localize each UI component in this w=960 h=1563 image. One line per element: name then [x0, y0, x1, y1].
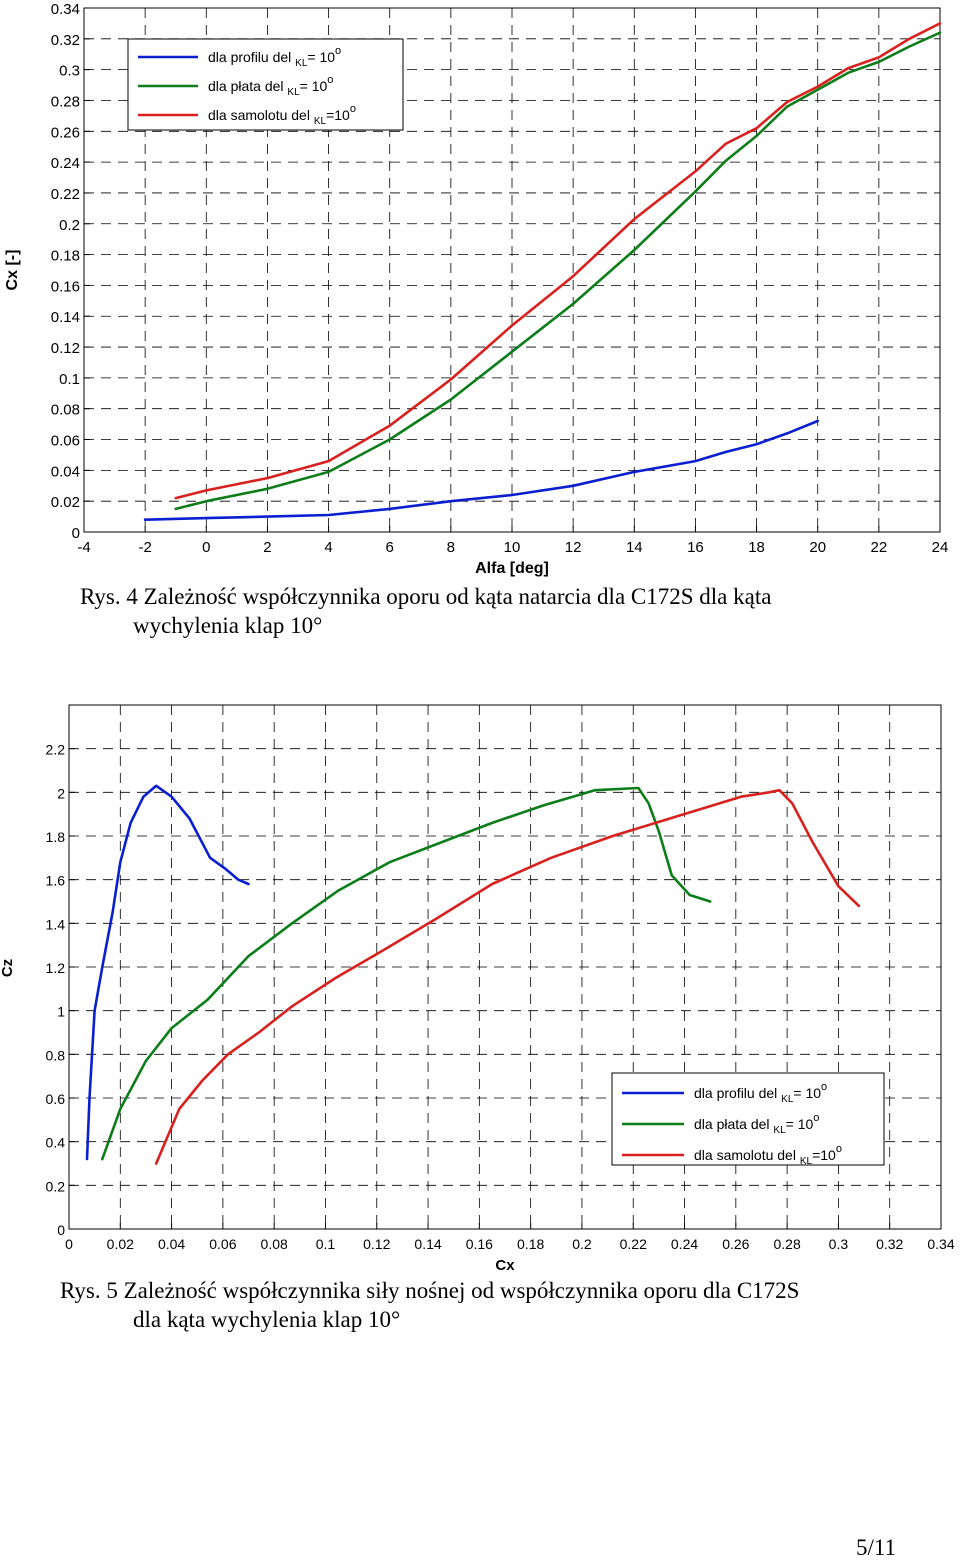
x-tick-label: 0.22: [620, 1236, 647, 1252]
x-tick-label: 16: [687, 539, 704, 556]
x-tick-label: 14: [626, 539, 643, 556]
x-tick-label: 0: [65, 1236, 73, 1252]
x-tick-label: 0.24: [671, 1236, 698, 1252]
x-tick-label: 0.12: [363, 1236, 390, 1252]
x-tick-label: 0.26: [722, 1236, 749, 1252]
y-tick-label: 1: [57, 1004, 65, 1020]
x-tick-label: 0.28: [773, 1236, 800, 1252]
x-tick-label: 4: [324, 539, 332, 556]
x-tick-label: 2: [263, 539, 271, 556]
y-tick-label: 0.22: [51, 186, 80, 203]
x-tick-label: 6: [386, 539, 394, 556]
y-tick-label: 0.06: [51, 433, 80, 450]
legend-entry-label: dla samolotu del KL=10o: [694, 1143, 842, 1167]
y-tick-label: 1.8: [46, 829, 66, 845]
series-line-1: [143, 419, 820, 522]
x-tick-label: 20: [809, 539, 826, 556]
y-tick-label: 1.4: [46, 916, 66, 932]
x-axis-label: Alfa [deg]: [475, 560, 549, 577]
figure-5-caption-line1: Rys. 5 Zależność współczynnika siły nośn…: [60, 1278, 800, 1303]
y-tick-label: 0.14: [51, 309, 80, 326]
chart-lift-vs-drag: 0 0.02 0.04 0.06 0.08 0.1 0.12 0.14 0.16 0.18 0.2 0…: [0, 704, 955, 1274]
legend-entry-label: dla profilu del KL= 10o: [208, 45, 341, 69]
x-tick-label: 0.1: [316, 1236, 336, 1252]
x-tick-label: 0: [202, 539, 210, 556]
y-tick-label: 0.32: [51, 32, 80, 49]
y-tick-label: 0: [72, 525, 80, 542]
y-tick-label: 0.26: [51, 124, 80, 141]
figure-5-caption-line2: dla kąta wychylenia klap 10°: [133, 1307, 401, 1332]
series-line-2: [174, 31, 942, 511]
y-tick-label: 0.6: [46, 1091, 66, 1107]
x-tick-label: 18: [748, 539, 765, 556]
figure-5-caption: Rys. 5 Zależność współczynnika siły nośn…: [60, 1276, 799, 1334]
series-line-3: [174, 22, 942, 500]
x-tick-label: 0.06: [209, 1236, 236, 1252]
y-axis-label: Cx [-]: [4, 250, 21, 291]
x-tick-label: 0.02: [107, 1236, 134, 1252]
x-axis-label: Cx: [495, 1257, 515, 1274]
y-tick-label: 0: [57, 1222, 65, 1238]
y-tick-label: 0.28: [51, 93, 80, 110]
y-tick-label: 0.04: [51, 463, 80, 480]
y-tick-label: 0.12: [51, 340, 80, 357]
y-tick-label: 0.4: [46, 1135, 66, 1151]
x-tick-label: 0.2: [572, 1236, 592, 1252]
legend-box: [611, 1072, 885, 1166]
y-tick-label: 0.16: [51, 278, 80, 295]
legend-entry-label: dla samolotu del KL=10o: [208, 103, 356, 127]
x-tick-label: 0.14: [414, 1236, 441, 1252]
figure-4-caption-line1: Rys. 4 Zależność współczynnika oporu od …: [80, 584, 772, 609]
legend-entry-label: dla płata del KL= 10o: [694, 1112, 819, 1136]
y-tick-label: 2: [57, 785, 65, 801]
y-tick-label: 0.2: [46, 1178, 66, 1194]
y-tick-label: 1.6: [46, 873, 66, 889]
x-tick-label: 24: [932, 539, 949, 556]
series-line-1: [85, 784, 250, 1161]
x-tick-label: -2: [138, 539, 151, 556]
y-tick-label: 0.34: [51, 1, 80, 18]
y-tick-label: 2.2: [46, 742, 66, 758]
y-tick-label: 0.8: [46, 1047, 66, 1063]
x-tick-label: 0.16: [466, 1236, 493, 1252]
x-tick-label: 0.3: [829, 1236, 849, 1252]
y-tick-label: 1.2: [46, 960, 66, 976]
legend-entry-label: dla płata del KL= 10o: [208, 74, 333, 98]
y-tick-label: 0.18: [51, 248, 80, 265]
figure-4-caption-line2: wychylenia klap 10°: [133, 613, 323, 638]
y-tick-label: 0.24: [51, 155, 80, 172]
figure-4-caption: Rys. 4 Zależność współczynnika oporu od …: [80, 582, 771, 640]
legend-entry-label: dla profilu del KL= 10o: [694, 1081, 827, 1105]
x-tick-label: 0.18: [517, 1236, 544, 1252]
y-tick-label: 0.08: [51, 402, 80, 419]
y-tick-label: 0.1: [59, 371, 80, 388]
x-tick-label: 10: [504, 539, 521, 556]
x-tick-label: 0.08: [261, 1236, 288, 1252]
page-number: 5/11: [856, 1535, 897, 1560]
x-tick-label: -4: [77, 539, 90, 556]
x-tick-label: 0.32: [876, 1236, 903, 1252]
x-tick-label: 12: [565, 539, 582, 556]
x-tick-label: 0.34: [927, 1236, 954, 1252]
x-tick-label: 22: [871, 539, 888, 556]
x-tick-label: 8: [447, 539, 455, 556]
y-tick-label: 0.2: [59, 217, 80, 234]
x-tick-label: 0.04: [158, 1236, 185, 1252]
y-axis-label: Cz: [0, 959, 16, 977]
y-tick-label: 0.3: [59, 63, 80, 80]
y-tick-label: 0.02: [51, 494, 80, 511]
chart-drag-vs-alpha: -4 -2 0 2 4 6 8 10 12 14 16 18 20 22 2400.020.040.060.…: [4, 1, 949, 577]
series-line-3: [154, 788, 861, 1165]
series-line-2: [101, 786, 712, 1161]
